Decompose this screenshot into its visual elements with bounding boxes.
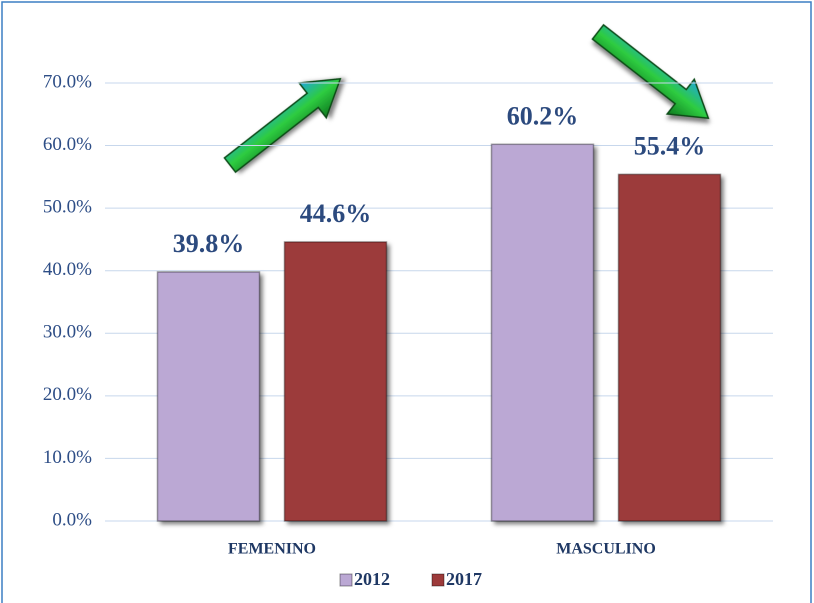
y-tick-label: 70.0%: [43, 71, 92, 92]
y-tick-label: 10.0%: [43, 447, 92, 468]
y-tick-label: 60.0%: [43, 134, 92, 155]
legend-label: 2012: [354, 569, 390, 589]
value-label: 44.6%: [300, 199, 372, 228]
down-arrow: [591, 23, 710, 120]
y-tick-label: 20.0%: [43, 384, 92, 405]
legend-swatch: [339, 573, 353, 587]
legend-label: 2017: [446, 569, 482, 589]
y-tick-label: 30.0%: [43, 322, 92, 343]
x-tick-label: MASCULINO: [556, 541, 656, 558]
value-label: 39.8%: [173, 229, 245, 258]
bar: [156, 271, 261, 522]
bar: [617, 173, 722, 522]
up-arrow: [223, 77, 342, 174]
y-tick-label: 50.0%: [43, 196, 92, 217]
y-tick-label: 0.0%: [52, 509, 92, 530]
x-tick-label: FEMENINO: [228, 541, 316, 558]
bar: [490, 143, 595, 522]
value-label: 60.2%: [507, 101, 579, 130]
bar: [283, 241, 388, 522]
value-label: 55.4%: [634, 131, 706, 160]
y-tick-label: 40.0%: [43, 259, 92, 280]
legend-swatch: [431, 573, 445, 587]
